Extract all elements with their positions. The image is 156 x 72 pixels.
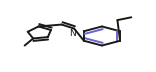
Text: N: N [69,29,76,38]
